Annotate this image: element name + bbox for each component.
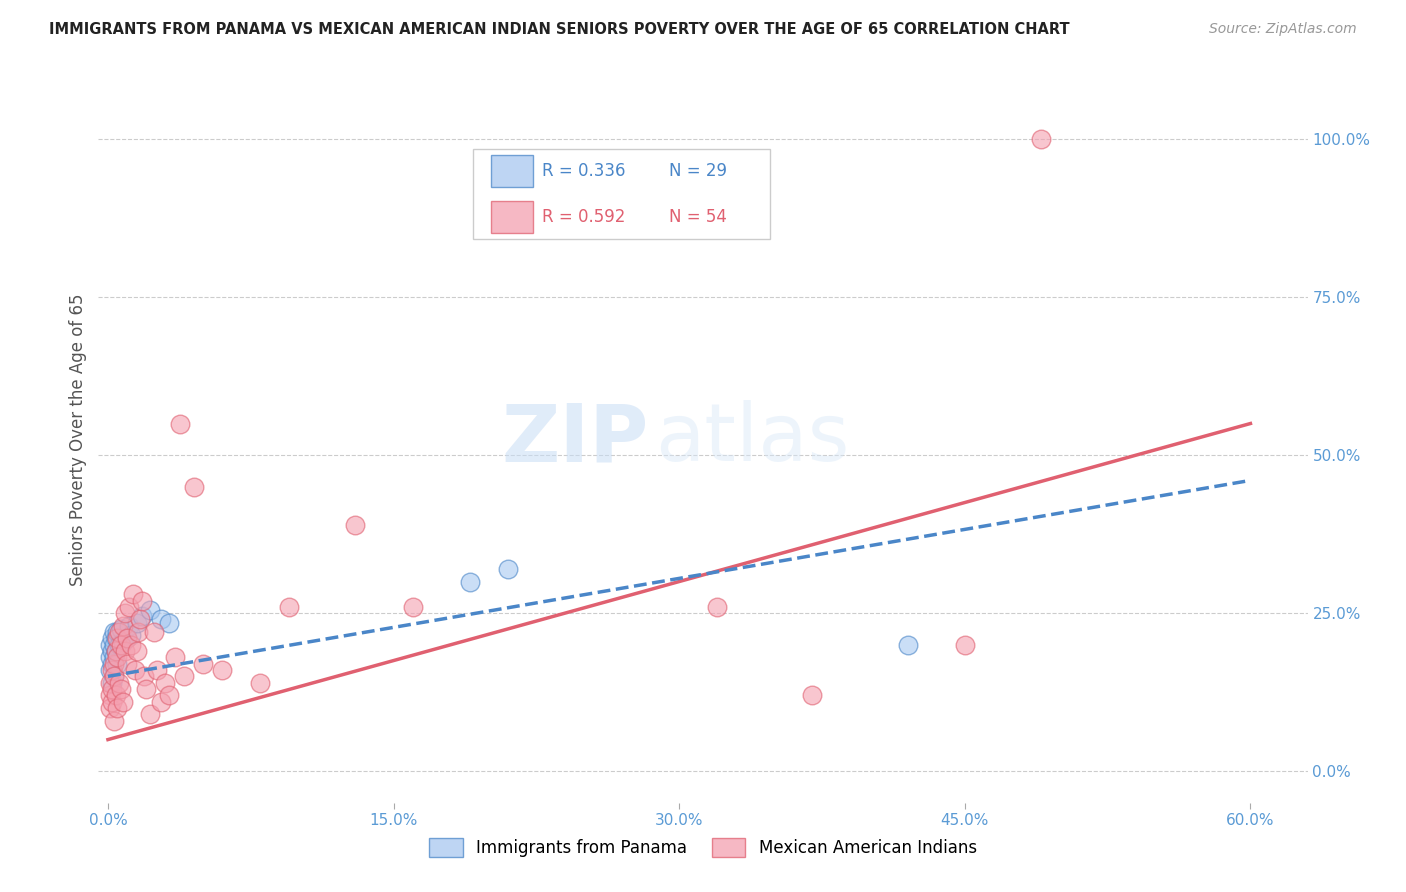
Point bbox=[100, 657, 122, 671]
Point bbox=[127, 625, 149, 640]
Point bbox=[108, 638, 131, 652]
Point bbox=[142, 625, 165, 640]
Text: N = 54: N = 54 bbox=[669, 208, 727, 226]
Point bbox=[110, 622, 132, 636]
Point bbox=[953, 638, 976, 652]
Point bbox=[801, 689, 824, 703]
Point bbox=[115, 657, 138, 671]
Point bbox=[139, 603, 162, 617]
Point bbox=[107, 657, 129, 671]
Point bbox=[108, 675, 131, 690]
Text: IMMIGRANTS FROM PANAMA VS MEXICAN AMERICAN INDIAN SENIORS POVERTY OVER THE AGE O: IMMIGRANTS FROM PANAMA VS MEXICAN AMERIC… bbox=[49, 22, 1070, 37]
Point bbox=[104, 689, 127, 703]
FancyBboxPatch shape bbox=[474, 148, 769, 239]
Point bbox=[112, 619, 135, 633]
Point bbox=[100, 632, 122, 646]
Point bbox=[191, 657, 214, 671]
Point bbox=[897, 638, 920, 652]
Point bbox=[139, 707, 162, 722]
Point bbox=[146, 663, 169, 677]
Point bbox=[103, 714, 125, 728]
FancyBboxPatch shape bbox=[492, 155, 533, 187]
Point bbox=[103, 625, 125, 640]
Point bbox=[103, 650, 125, 665]
Point bbox=[183, 480, 205, 494]
Point bbox=[211, 663, 233, 677]
Point bbox=[107, 701, 129, 715]
Point bbox=[103, 669, 125, 683]
Point bbox=[163, 650, 186, 665]
Point bbox=[98, 650, 121, 665]
Y-axis label: Seniors Poverty Over the Age of 65: Seniors Poverty Over the Age of 65 bbox=[69, 293, 87, 585]
Point bbox=[150, 612, 173, 626]
Point bbox=[153, 675, 176, 690]
Point bbox=[104, 644, 127, 658]
Point bbox=[98, 701, 121, 715]
Point bbox=[104, 632, 127, 646]
Point bbox=[125, 644, 148, 658]
Point bbox=[129, 612, 152, 626]
Point bbox=[115, 632, 138, 646]
Point bbox=[118, 599, 141, 614]
Point bbox=[401, 599, 423, 614]
Point bbox=[100, 695, 122, 709]
Point bbox=[103, 638, 125, 652]
Point bbox=[150, 695, 173, 709]
Point bbox=[103, 669, 125, 683]
Point bbox=[135, 681, 157, 696]
Point bbox=[134, 669, 156, 683]
Point bbox=[157, 689, 180, 703]
Point bbox=[125, 615, 148, 630]
Point bbox=[1029, 132, 1052, 146]
Point bbox=[110, 638, 132, 652]
Point bbox=[120, 638, 142, 652]
Point bbox=[108, 625, 131, 640]
Point bbox=[115, 632, 138, 646]
Point bbox=[496, 562, 519, 576]
Point bbox=[169, 417, 191, 431]
Point bbox=[100, 681, 122, 696]
Point bbox=[112, 695, 135, 709]
Point bbox=[114, 606, 136, 620]
Point bbox=[124, 663, 146, 677]
Text: ZIP: ZIP bbox=[502, 401, 648, 478]
Point bbox=[100, 644, 122, 658]
Text: Source: ZipAtlas.com: Source: ZipAtlas.com bbox=[1209, 22, 1357, 37]
Point bbox=[344, 517, 367, 532]
Point bbox=[100, 675, 122, 690]
Point bbox=[107, 632, 129, 646]
Point bbox=[277, 599, 299, 614]
Point bbox=[98, 675, 121, 690]
Point bbox=[118, 619, 141, 633]
Point bbox=[110, 681, 132, 696]
Point bbox=[131, 593, 153, 607]
Point bbox=[98, 638, 121, 652]
Point bbox=[458, 574, 481, 589]
Point bbox=[120, 628, 142, 642]
Text: N = 29: N = 29 bbox=[669, 162, 727, 180]
Text: R = 0.336: R = 0.336 bbox=[543, 162, 626, 180]
Point bbox=[107, 625, 129, 640]
Point bbox=[706, 599, 728, 614]
Point bbox=[173, 669, 195, 683]
FancyBboxPatch shape bbox=[492, 201, 533, 233]
Point bbox=[98, 689, 121, 703]
Point bbox=[107, 650, 129, 665]
Point bbox=[104, 644, 127, 658]
Point bbox=[98, 663, 121, 677]
Text: atlas: atlas bbox=[655, 401, 849, 478]
Point bbox=[249, 675, 271, 690]
Point bbox=[131, 609, 153, 624]
Point bbox=[114, 644, 136, 658]
Legend: Immigrants from Panama, Mexican American Indians: Immigrants from Panama, Mexican American… bbox=[423, 831, 983, 863]
Point bbox=[112, 634, 135, 648]
Text: R = 0.592: R = 0.592 bbox=[543, 208, 626, 226]
Point bbox=[100, 663, 122, 677]
Point bbox=[157, 615, 180, 630]
Point bbox=[103, 657, 125, 671]
Point bbox=[121, 587, 143, 601]
